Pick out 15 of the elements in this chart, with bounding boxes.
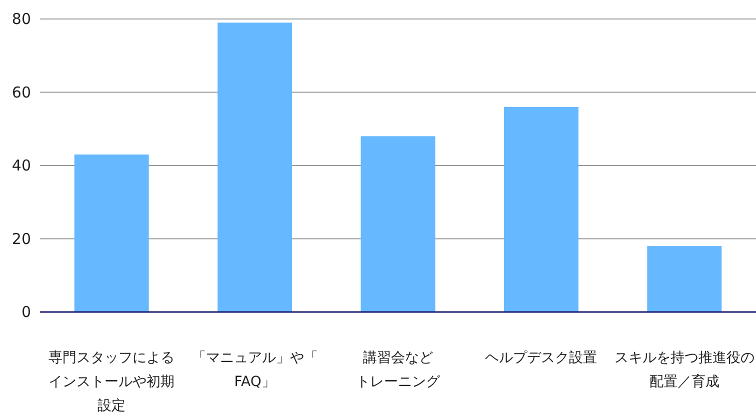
bar — [360, 136, 436, 312]
x-tick-label: スキルを持つ推進役の配置／育成 — [614, 350, 754, 390]
bar — [218, 22, 292, 312]
bar — [647, 246, 722, 312]
x-tick-label: ヘルプデスク設置 — [485, 350, 598, 366]
bar — [504, 106, 578, 312]
y-tick-label: 40 — [12, 156, 31, 174]
y-tick-label: 20 — [12, 230, 31, 248]
x-tick-label: 専門スタッフによるインストールや初期設定 — [48, 350, 175, 414]
bar — [74, 154, 149, 312]
y-tick-label: 0 — [21, 303, 31, 321]
x-tick-label: 講習会などトレーニング — [356, 350, 441, 390]
y-tick-label: 80 — [12, 10, 31, 28]
x-tick-label: 「マニュアル」や「FAQ」 — [192, 350, 318, 390]
y-tick-label: 60 — [12, 83, 31, 102]
